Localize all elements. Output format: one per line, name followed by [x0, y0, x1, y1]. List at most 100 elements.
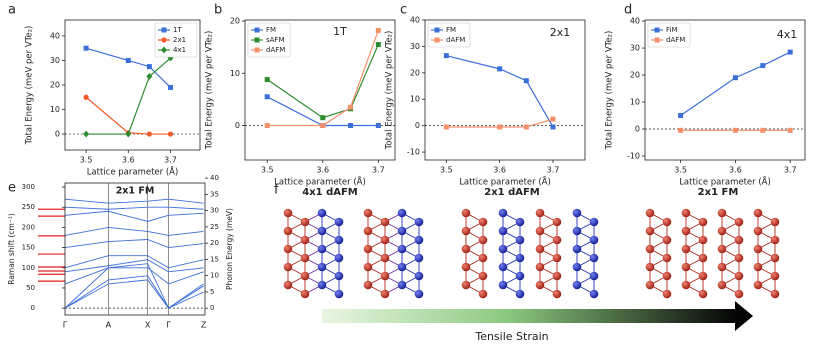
- marker: [348, 123, 354, 129]
- axes-frame: [644, 19, 806, 161]
- atom: [478, 271, 488, 281]
- atom: [770, 253, 780, 263]
- series-line: [267, 30, 379, 127]
- atom: [363, 226, 373, 236]
- y2-tick-label: 30: [210, 207, 219, 215]
- atom: [397, 262, 407, 272]
- marker: [83, 130, 90, 138]
- atom: [681, 208, 691, 218]
- atom: [363, 262, 373, 272]
- x-tick-label: 3.7: [547, 166, 560, 175]
- marker: [264, 94, 270, 100]
- atom: [734, 253, 744, 263]
- x-tick-label: A: [106, 321, 112, 330]
- y-tick-label: 0: [31, 304, 35, 312]
- atom: [414, 271, 424, 281]
- y-tick-label: 40: [410, 16, 420, 25]
- atom: [317, 280, 327, 290]
- atom: [380, 271, 390, 281]
- y-tick-label: 30: [50, 56, 60, 65]
- marker: [678, 112, 684, 118]
- atom: [552, 271, 562, 281]
- annotation: 4x1: [777, 28, 798, 41]
- marker: [83, 94, 89, 100]
- atom: [770, 271, 780, 281]
- atom: [478, 289, 488, 299]
- x-tick-label: 3.7: [164, 156, 177, 165]
- atom: [478, 217, 488, 227]
- legend-label: dAFM: [266, 46, 285, 54]
- atom: [552, 253, 562, 263]
- atom: [498, 226, 508, 236]
- atom: [515, 271, 525, 281]
- structure-title: 2x1 dAFM: [484, 187, 540, 198]
- marker: [732, 127, 738, 133]
- marker: [320, 123, 326, 129]
- atom: [363, 244, 373, 254]
- atom: [414, 289, 424, 299]
- y-tick-label: 20: [410, 68, 420, 77]
- y-tick-label: 20: [230, 17, 240, 26]
- panel-label: a: [8, 3, 16, 18]
- atom: [753, 280, 763, 290]
- atom: [698, 271, 708, 281]
- legend-label: FiM: [666, 26, 678, 34]
- marker: [161, 27, 167, 33]
- x-tick-label: 3.5: [261, 166, 274, 175]
- y-tick-label: 10: [230, 69, 240, 78]
- x-tick-label: Γ: [166, 321, 171, 330]
- atom: [589, 235, 599, 245]
- x-tick-label: Γ: [63, 321, 68, 330]
- atom: [498, 262, 508, 272]
- marker: [760, 127, 766, 133]
- atom: [380, 217, 390, 227]
- atom: [645, 208, 655, 218]
- y-tick-label: 20: [50, 81, 60, 90]
- atom: [317, 226, 327, 236]
- axes-frame: [244, 19, 396, 161]
- x-tick-label: 3.5: [440, 166, 453, 175]
- atom: [681, 226, 691, 236]
- atom: [535, 208, 545, 218]
- marker: [167, 84, 173, 90]
- y2-tick-label: 0: [210, 304, 214, 312]
- y-axis-label: Total Energy (meV per VTe₂): [605, 31, 615, 151]
- atom: [645, 244, 655, 254]
- y2-tick-label: 20: [210, 239, 219, 247]
- atom: [698, 235, 708, 245]
- atom: [572, 262, 582, 272]
- atom: [300, 271, 310, 281]
- panel-label: e: [8, 181, 16, 196]
- panel-label: d: [624, 3, 632, 18]
- axes-frame: [64, 182, 206, 316]
- x-tick-label: X: [145, 321, 151, 330]
- x-tick-label: 3.5: [80, 156, 93, 165]
- atom: [589, 289, 599, 299]
- phonon-band: [64, 267, 204, 285]
- panel-label: f: [274, 183, 279, 198]
- atom: [515, 217, 525, 227]
- series-line: [86, 57, 171, 135]
- atom: [662, 217, 672, 227]
- legend-label: 2x1: [173, 36, 186, 44]
- marker: [434, 27, 440, 33]
- atom: [334, 271, 344, 281]
- x-tick-label: 3.6: [493, 166, 506, 175]
- y-axis-label: Total Energy (meV per VTe₂): [205, 31, 215, 151]
- y-tick-label: 20: [630, 71, 640, 80]
- y2-tick-label: 15: [210, 255, 219, 263]
- x-tick-label: 3.5: [674, 166, 687, 175]
- atom: [461, 226, 471, 236]
- phonon-band: [64, 275, 204, 309]
- x-tick-label: Z: [201, 321, 207, 330]
- marker: [434, 37, 440, 43]
- atom: [645, 262, 655, 272]
- phonon-band: [64, 198, 204, 204]
- y-axis-label: Raman shift (cm⁻¹): [7, 213, 16, 285]
- chart-title: 2x1 FM: [116, 186, 155, 197]
- arrow-label: Tensile Strain: [474, 330, 548, 343]
- marker: [125, 130, 132, 138]
- atom: [753, 226, 763, 236]
- y2-axis-label: Phonon Energy (meV): [225, 208, 234, 290]
- atom: [363, 280, 373, 290]
